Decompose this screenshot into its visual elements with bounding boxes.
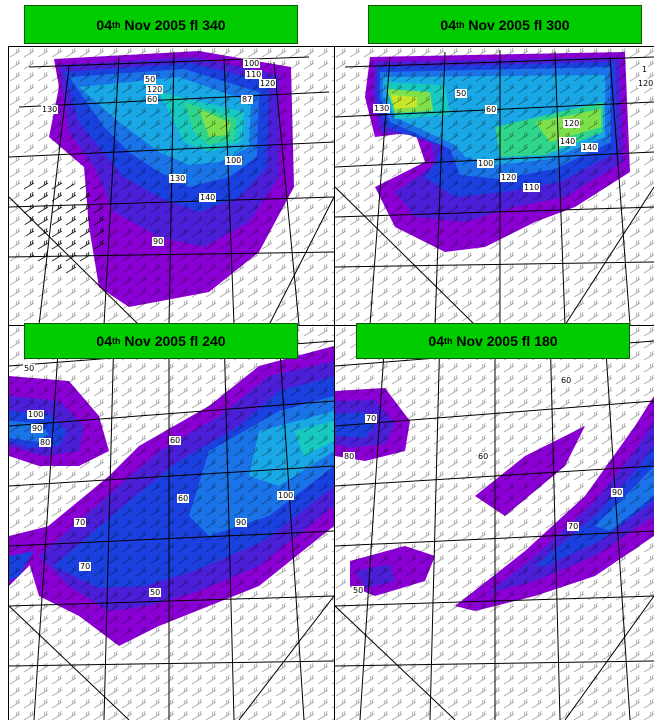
- contour-label: 60: [146, 95, 159, 104]
- contour-label: 70: [79, 562, 92, 571]
- contour-label: 60: [560, 376, 573, 385]
- contour-label: 130: [41, 105, 59, 114]
- contour-label: 130: [169, 174, 187, 183]
- contour-label: 140: [581, 143, 599, 152]
- contour-label: 87: [241, 95, 254, 104]
- contour-label: 110: [523, 183, 541, 192]
- contour-label: 50: [455, 89, 468, 98]
- contour-label: 100: [277, 491, 295, 500]
- contour-label: 60: [485, 105, 498, 114]
- contour-label: 140: [559, 137, 577, 146]
- wind-speed-map: [9, 326, 334, 720]
- wind-speed-map: [335, 326, 654, 720]
- map-panel-fl240: 50 100 90 80 70 60 100 70 60 50 90: [9, 326, 334, 720]
- contour-label: 50: [23, 364, 36, 373]
- contour-label: 120: [146, 85, 164, 94]
- contour-label: 120: [500, 173, 518, 182]
- contour-label: 110: [245, 70, 263, 79]
- wind-speed-map: [335, 47, 654, 325]
- contour-label: 60: [177, 494, 190, 503]
- contour-label: 60: [477, 452, 490, 461]
- contour-label: 70: [74, 518, 87, 527]
- contour-label: 90: [152, 237, 165, 246]
- contour-label: 120: [637, 79, 654, 88]
- contour-label: 100: [477, 159, 495, 168]
- contour-label: 1: [641, 65, 649, 74]
- map-panel-fl180: 60 70 80 60 50 90 70: [335, 326, 654, 720]
- contour-label: 50: [149, 588, 162, 597]
- table-border-top: [8, 46, 654, 47]
- contour-label: 100: [225, 156, 243, 165]
- contour-label: 120: [563, 119, 581, 128]
- contour-label: 80: [39, 438, 52, 447]
- contour-label: 60: [169, 436, 182, 445]
- map-panel-fl300: 1 120 50 60 130 120 140 100 120 110 140: [335, 47, 654, 325]
- contour-label: 90: [31, 424, 44, 433]
- contour-label: 90: [611, 488, 624, 497]
- contour-label: 130: [373, 104, 391, 113]
- contour-label: 100: [27, 410, 45, 419]
- contour-label: 80: [343, 452, 356, 461]
- contour-label: 50: [352, 586, 365, 595]
- contour-label: 90: [235, 518, 248, 527]
- contour-label: 70: [567, 522, 580, 531]
- table-border-row-divider: [8, 325, 654, 326]
- table-border-middle: [334, 46, 335, 720]
- contour-label: 70: [365, 414, 378, 423]
- table-border-left: [8, 46, 9, 720]
- contour-label: 140: [199, 193, 217, 202]
- contour-label: 120: [259, 79, 277, 88]
- contour-label: 100: [243, 59, 261, 68]
- contour-label: 50: [144, 75, 157, 84]
- wind-speed-map: [9, 47, 334, 325]
- map-panel-fl340: 100 110 120 130 120 50 60 87 100 130 140…: [9, 47, 334, 325]
